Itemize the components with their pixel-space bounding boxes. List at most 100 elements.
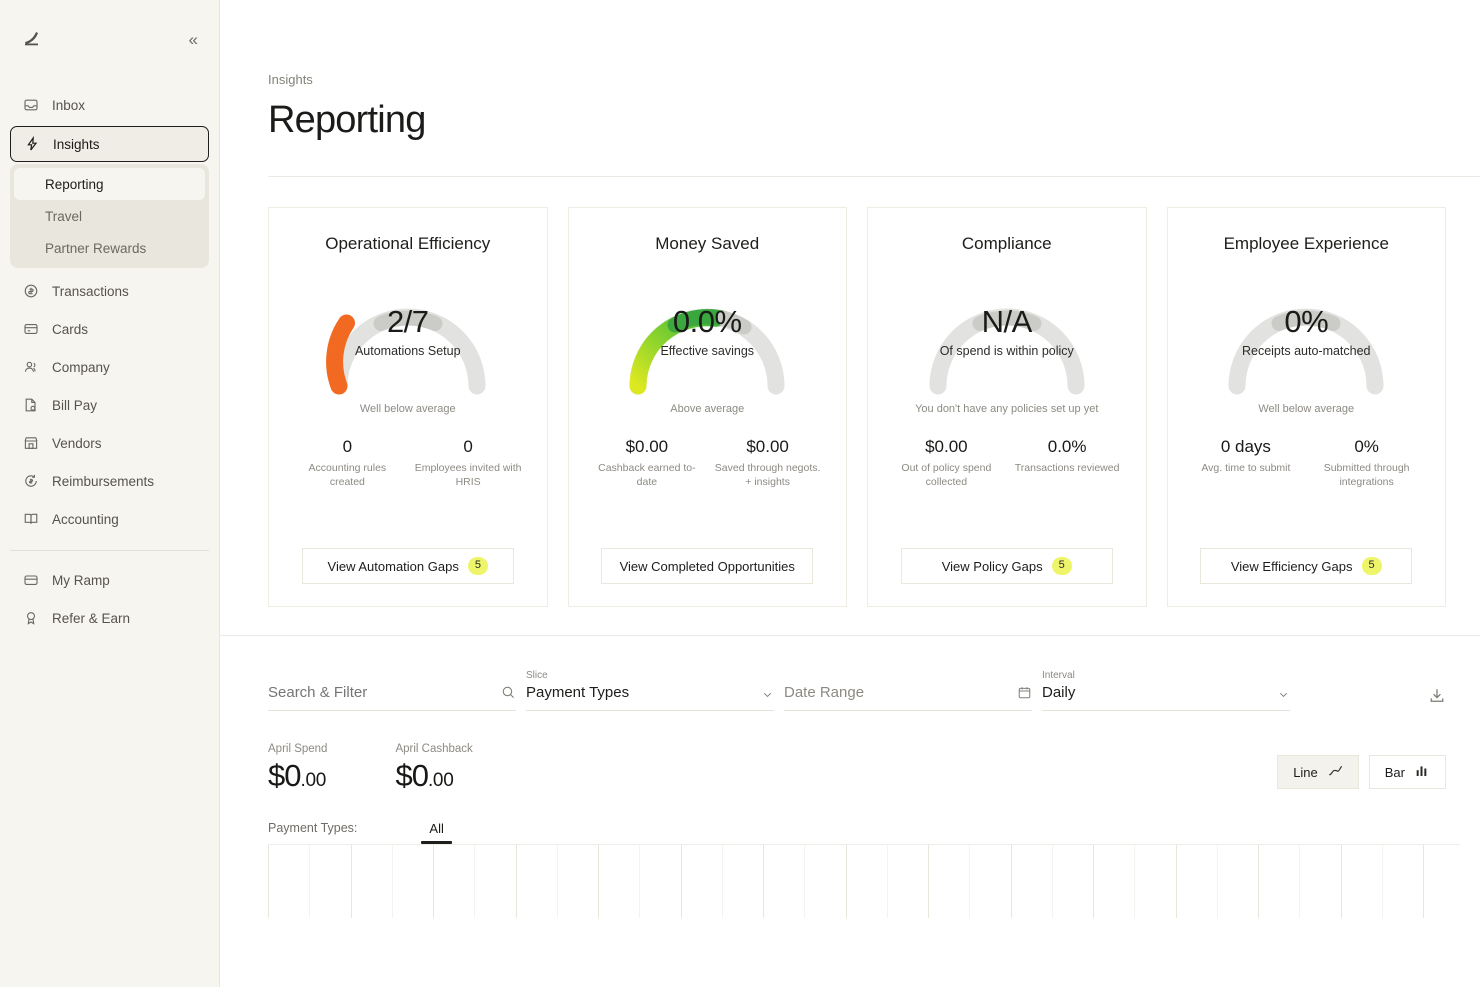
stat-value: 0 <box>463 436 473 456</box>
chart-type-line-button[interactable]: Line <box>1277 755 1359 789</box>
slice-value: Payment Types <box>526 684 630 701</box>
sidebar-item-vendors[interactable]: Vendors <box>10 426 209 460</box>
page-header: Insights Reporting <box>220 0 1480 177</box>
interval-label: Interval <box>1042 670 1075 681</box>
chart-gridline <box>1010 845 1012 918</box>
chart-gridline <box>845 845 847 918</box>
date-range-field[interactable]: Date Range <box>784 684 1032 711</box>
chart-gridline <box>804 845 806 918</box>
card-title: Money Saved <box>655 234 760 253</box>
stat-value: 0.0% <box>1047 436 1087 456</box>
interval-select[interactable]: Interval Daily <box>1042 670 1290 711</box>
toggle-label: Bar <box>1384 764 1405 780</box>
sidebar-item-partner-rewards[interactable]: Partner Rewards <box>14 232 205 264</box>
view-efficiency-gaps-button[interactable]: View Efficiency Gaps 5 <box>1200 548 1413 584</box>
header-divider <box>268 176 1480 177</box>
sidebar-item-label: Company <box>52 359 110 375</box>
sidebar-divider <box>10 550 209 551</box>
toggle-label: Line <box>1293 764 1318 780</box>
sidebar-item-reporting[interactable]: Reporting <box>14 168 205 200</box>
sidebar-item-cards[interactable]: Cards <box>10 312 209 346</box>
view-automation-gaps-button[interactable]: View Automation Gaps 5 <box>301 548 514 584</box>
sidebar-item-transactions[interactable]: Transactions <box>10 274 209 308</box>
stat-item: $0.00 Saved through negots. + insights <box>707 437 828 489</box>
stat-item: 0.0% Transactions reviewed <box>1007 437 1128 489</box>
chart-tabs-group-label: Payment Types: <box>268 821 358 835</box>
chart-gridline <box>556 845 558 918</box>
lightning-icon <box>23 136 40 153</box>
stat-label: Out of policy spend collected <box>901 461 992 489</box>
status-badge: 5 <box>467 557 488 575</box>
chart-tab-all[interactable]: All <box>417 821 455 844</box>
stat-value: 0 <box>342 436 353 456</box>
sidebar-item-label: Accounting <box>52 511 119 527</box>
chart-gridline <box>1093 845 1094 918</box>
view-policy-gaps-button[interactable]: View Policy Gaps 5 <box>900 548 1113 584</box>
sidebar-item-my-ramp[interactable]: My Ramp <box>10 563 209 597</box>
view-completed-opportunities-button[interactable]: View Completed Opportunities <box>601 548 814 584</box>
sidebar-item-reimbursements[interactable]: Reimbursements <box>10 464 209 498</box>
sidebar-item-label: Cards <box>52 321 89 337</box>
sidebar-subitem-label: Partner Rewards <box>45 240 147 256</box>
card-title: Operational Efficiency <box>325 234 491 253</box>
sidebar-item-label: Refer & Earn <box>52 610 131 626</box>
chart-gridline <box>515 845 517 918</box>
sidebar-header: « <box>0 0 219 78</box>
chart-gridline <box>1175 845 1177 918</box>
gauge-compliance: N/A Of spend is within policy <box>912 268 1102 396</box>
sidebar-item-bill-pay[interactable]: Bill Pay <box>10 388 209 422</box>
inbox-icon <box>22 97 39 114</box>
kpi-row: April Spend $0.00 April Cashback $0.00 L… <box>220 711 1480 794</box>
calendar-icon[interactable] <box>1017 685 1032 700</box>
chart-gridline <box>1051 845 1053 918</box>
chart-gridline <box>309 845 311 918</box>
wallet-icon <box>22 572 39 589</box>
sidebar-item-insights[interactable]: Insights <box>10 126 209 162</box>
filter-bar: Slice Payment Types Date Range <box>220 636 1480 711</box>
download-icon[interactable] <box>1428 687 1446 711</box>
ramp-logo-icon[interactable] <box>20 26 46 52</box>
search-input[interactable] <box>268 684 468 701</box>
sidebar-item-travel[interactable]: Travel <box>14 200 205 232</box>
chart-gridline <box>1134 845 1136 918</box>
invoice-icon <box>22 397 39 414</box>
chart-gridline <box>969 845 971 918</box>
chart-gridline <box>1299 845 1301 918</box>
insight-cards-row: Operational Efficiency 2/7 Automations S… <box>220 177 1480 607</box>
stat-value: 0 days <box>1220 436 1271 456</box>
chart-gridline <box>350 845 352 918</box>
stat-item: $0.00 Cashback earned to-date <box>587 437 708 489</box>
search-filter-field[interactable] <box>268 684 516 711</box>
kpi-value: $0.00 <box>268 758 327 794</box>
chart-gridline <box>763 845 764 918</box>
sidebar-item-company[interactable]: Company <box>10 350 209 384</box>
sidebar-item-accounting[interactable]: Accounting <box>10 502 209 536</box>
breadcrumb[interactable]: Insights <box>268 72 313 87</box>
kpi-value: $0.00 <box>395 758 472 794</box>
chart-gridline <box>598 845 599 918</box>
search-icon[interactable] <box>501 685 516 700</box>
stat-value: $0.00 <box>746 436 789 456</box>
stat-item: 0 Employees invited with HRIS <box>408 437 529 489</box>
sidebar-item-label: Reimbursements <box>52 473 155 489</box>
stat-label: Avg. time to submit <box>1201 461 1291 474</box>
sidebar-subitem-label: Reporting <box>45 176 104 192</box>
collapse-sidebar-icon[interactable]: « <box>188 29 198 49</box>
chevron-down-icon[interactable] <box>761 688 774 701</box>
chart-type-bar-button[interactable]: Bar <box>1368 755 1446 789</box>
slice-select[interactable]: Slice Payment Types <box>526 670 774 711</box>
sidebar-item-label: Vendors <box>52 435 102 451</box>
card-operational-efficiency: Operational Efficiency 2/7 Automations S… <box>268 207 548 607</box>
page-title: Reporting <box>268 99 426 141</box>
card-compliance: Compliance N/A Of spend is within policy… <box>867 207 1147 607</box>
sidebar-item-refer-and-earn[interactable]: Refer & Earn <box>10 601 209 635</box>
gauge-money-saved: 0.0% Effective savings <box>612 268 802 396</box>
chart-gridline <box>721 845 723 918</box>
sidebar-item-inbox[interactable]: Inbox <box>10 88 209 122</box>
sidebar: « Inbox Insights <box>0 0 220 987</box>
status-badge: 5 <box>1361 557 1382 575</box>
status-badge: 5 <box>1051 557 1072 575</box>
chevron-down-icon[interactable] <box>1277 688 1290 701</box>
stat-label: Saved through negots. + insights <box>714 461 821 489</box>
stat-value: $0.00 <box>925 436 968 456</box>
